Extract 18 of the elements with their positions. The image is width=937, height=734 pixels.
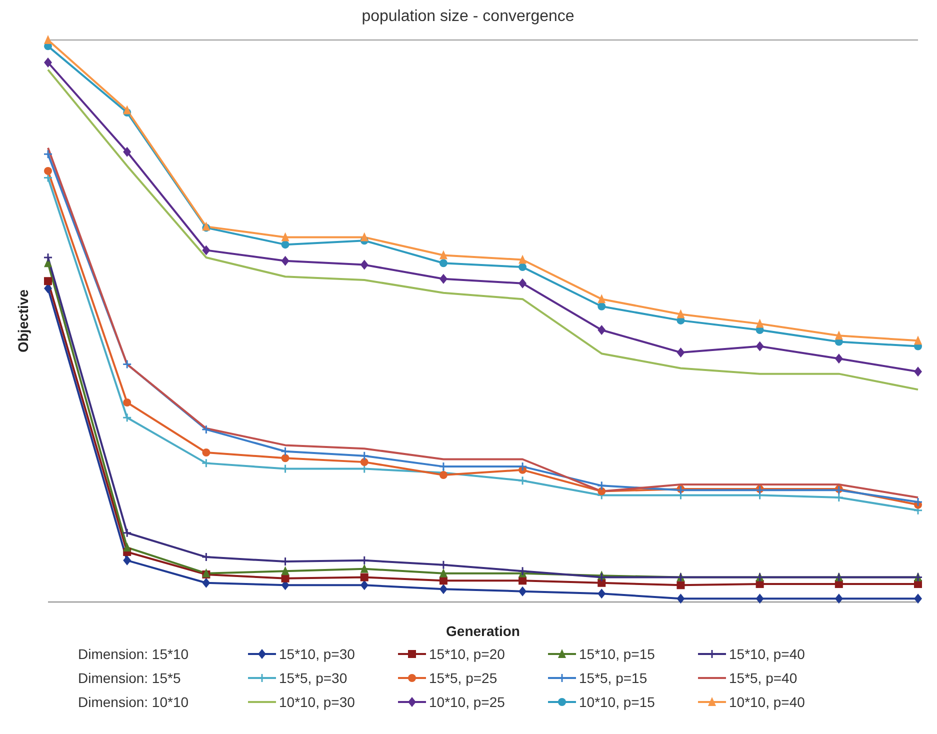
y-axis-title: Objective (14, 289, 31, 353)
text: Dimension: 10*10 (78, 694, 190, 710)
legend-label: 15*10, p=40 (729, 646, 805, 662)
legend-label: 15*10, p=15 (579, 646, 655, 662)
legend-label: 15*5, p=25 (429, 670, 498, 686)
legend-label: 15*10, p=20 (429, 646, 505, 662)
text: Dimension: 15*10 (78, 646, 190, 662)
legend-label: 10*10, p=30 (279, 694, 355, 710)
legend-label: 15*5, p=15 (579, 670, 648, 686)
legend-label: 10*10, p=25 (429, 694, 505, 710)
text: Dimension: 15*5 (78, 670, 182, 686)
x-axis-title: Generation (446, 623, 520, 639)
legend-label: 15*5, p=30 (279, 670, 348, 686)
legend-label: 10*10, p=15 (579, 694, 655, 710)
legend-label: 15*10, p=30 (279, 646, 355, 662)
legend-label: 10*10, p=40 (729, 694, 805, 710)
legend-label: 15*5, p=40 (729, 670, 798, 686)
chart-title: population size - convergence (360, 8, 576, 26)
